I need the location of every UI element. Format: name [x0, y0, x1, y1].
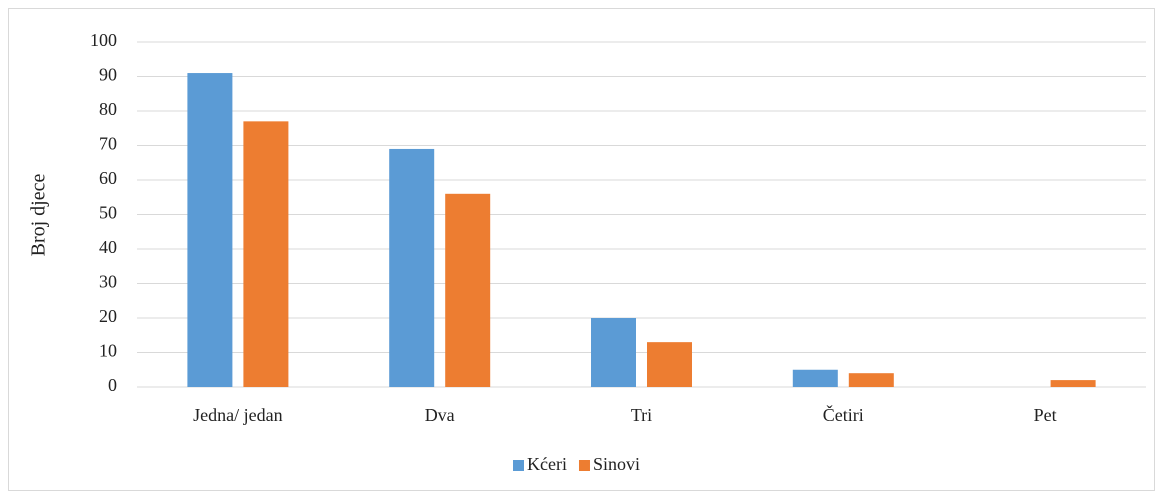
y-tick-label: 0 [108, 375, 117, 395]
bar [647, 342, 692, 387]
y-axis-label: Broj djece [28, 174, 50, 257]
legend-swatch [513, 460, 524, 471]
bar [792, 369, 838, 387]
bar [187, 73, 233, 388]
x-tick-label: Jedna/ jedan [193, 405, 282, 425]
legend-swatch [578, 460, 590, 471]
y-tick-label: 30 [99, 272, 117, 292]
y-tick-label: 70 [99, 134, 117, 154]
y-tick-label: 50 [99, 203, 117, 223]
legend-label: Sinovi [593, 454, 640, 474]
y-tick-label: 10 [99, 341, 117, 361]
x-tick-label: Pet [1034, 405, 1057, 425]
y-tick-label: 80 [99, 99, 117, 119]
bar [1050, 380, 1096, 387]
bar [591, 318, 636, 387]
bar [848, 373, 894, 387]
y-tick-label: 20 [99, 306, 117, 326]
bar [445, 193, 491, 387]
legend-label: Kćeri [527, 454, 567, 474]
bar [389, 148, 435, 387]
bar [243, 121, 289, 387]
y-tick-label: 40 [99, 237, 117, 257]
y-tick-label: 90 [99, 65, 117, 85]
x-tick-label: Dva [425, 405, 455, 425]
x-tick-label: Tri [631, 405, 652, 425]
x-tick-label: Četiri [823, 404, 864, 425]
y-tick-label: 100 [90, 30, 117, 50]
y-tick-label: 60 [99, 168, 117, 188]
